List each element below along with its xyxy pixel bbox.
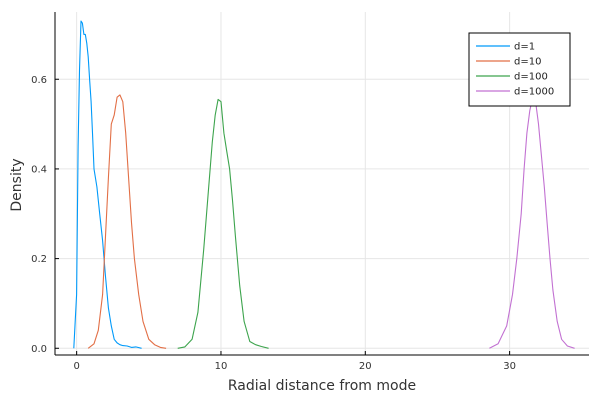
series-line-d-10 xyxy=(87,94,167,349)
y-tick-label: 0.6 xyxy=(31,75,47,86)
y-ticks: 0.0 0.2 0.4 0.6 xyxy=(31,75,59,355)
legend-label: d=1 xyxy=(514,42,535,53)
legend: d=1 d=10 d=100 d=1000 xyxy=(468,32,571,107)
series-line-d-1000 xyxy=(489,96,575,349)
series-line-d-100 xyxy=(177,98,269,349)
y-tick-label: 0.0 xyxy=(31,344,47,355)
legend-label: d=10 xyxy=(514,57,541,68)
x-tick-label: 20 xyxy=(359,361,372,372)
x-ticks: 0 10 20 30 xyxy=(73,351,516,372)
x-tick-label: 30 xyxy=(503,361,516,372)
y-tick-label: 0.2 xyxy=(31,254,47,265)
series-line-d-1 xyxy=(73,20,142,349)
legend-label: d=1000 xyxy=(514,87,554,98)
legend-box xyxy=(468,32,571,107)
x-axis-label: Radial distance from mode xyxy=(228,378,416,394)
y-tick-label: 0.4 xyxy=(31,164,47,175)
y-axis-label: Density xyxy=(9,158,25,211)
x-tick-label: 0 xyxy=(73,361,79,372)
x-tick-label: 10 xyxy=(215,361,228,372)
legend-label: d=100 xyxy=(514,72,548,83)
